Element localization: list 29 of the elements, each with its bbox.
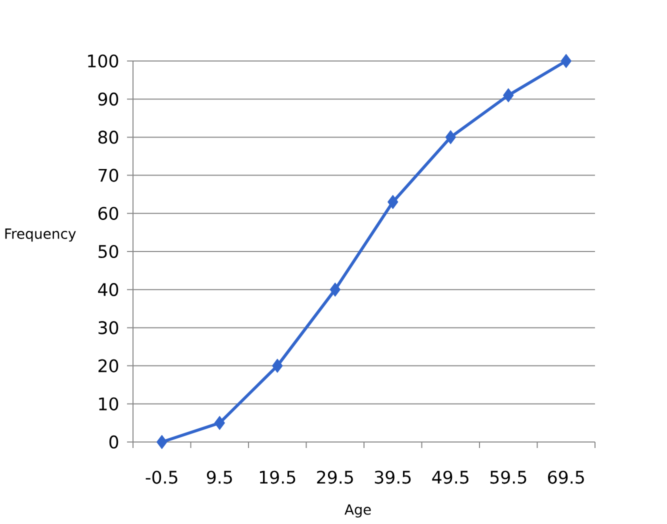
point <box>503 88 514 102</box>
y-tick-label: 10 <box>99 397 118 410</box>
y-tick-label: 30 <box>98 321 118 334</box>
y-tick-label: 100 <box>88 54 118 68</box>
x-tick-label: 69.5 <box>548 470 584 484</box>
y-tick-label: 20 <box>98 359 118 372</box>
point <box>156 434 168 449</box>
point <box>560 54 572 68</box>
x-tick-label: 39.5 <box>374 470 411 484</box>
y-tick-label: 40 <box>98 283 118 296</box>
y-tick-label: 70 <box>98 168 118 182</box>
y-tick-label: 80 <box>98 130 118 144</box>
x-tick-label: 49.5 <box>432 470 468 484</box>
x-axis-title: Age <box>344 504 371 518</box>
x-tick-label: 19.5 <box>260 470 296 484</box>
point <box>272 358 283 373</box>
y-tick-label: 0 <box>109 435 118 449</box>
y-tick-label: 50 <box>98 244 118 258</box>
point <box>445 130 456 144</box>
point <box>330 282 340 297</box>
point <box>214 416 225 430</box>
x-tick-label: -0.5 <box>146 470 178 484</box>
y-tick-label: 90 <box>98 92 118 106</box>
x-tick-label: 9.5 <box>206 470 232 484</box>
x-tick-label: 29.5 <box>317 470 353 484</box>
point <box>388 194 398 209</box>
y-tick-label: 60 <box>98 206 118 220</box>
y-axis-title: Frequency <box>5 228 76 242</box>
x-tick-label: 59.5 <box>490 470 526 484</box>
